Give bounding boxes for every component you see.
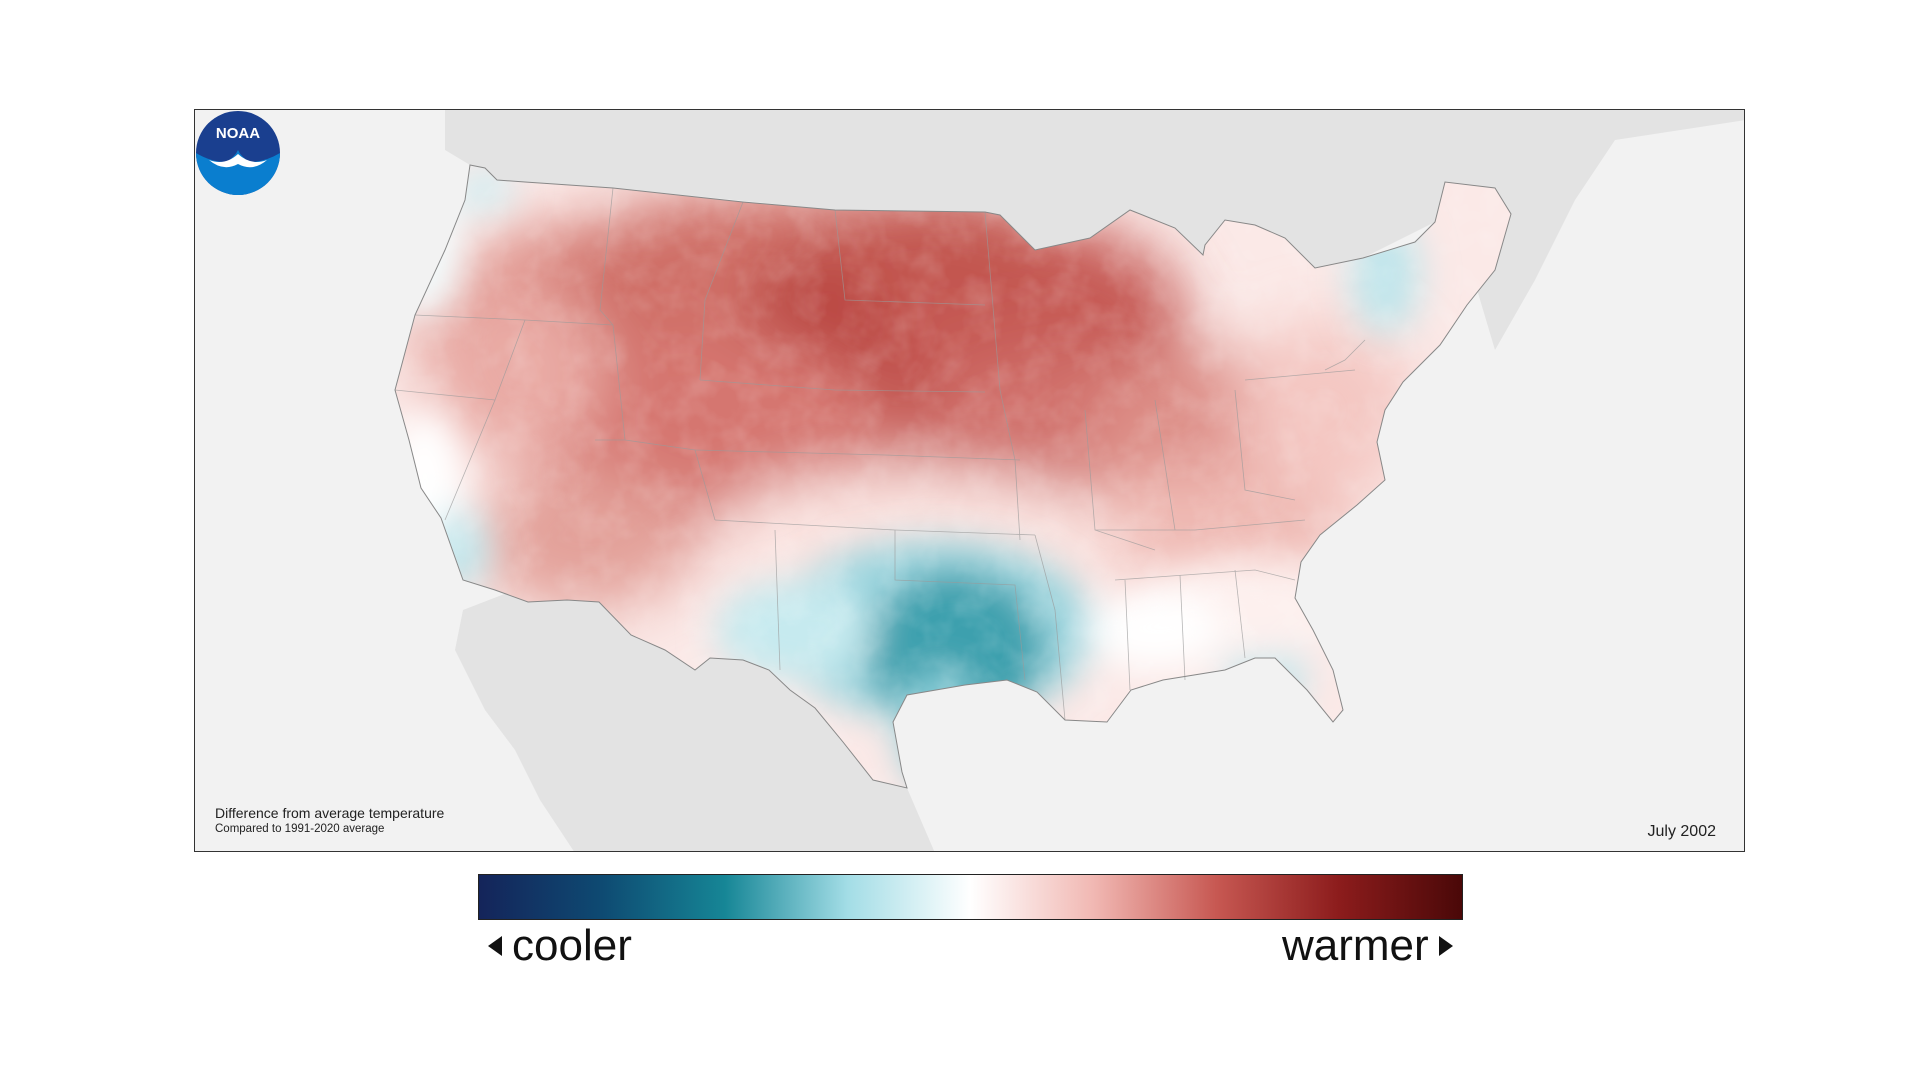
caption-subtitle: Compared to 1991-2020 average [215,823,385,835]
map-frame: Difference from average temperature Comp… [194,109,1745,852]
surrounding-land [445,110,1744,851]
arrow-left-icon [488,936,502,956]
noaa-logo-text: NOAA [216,125,260,142]
caption-title: Difference from average temperature [215,805,445,821]
map-date: July 2002 [1647,823,1717,840]
color-scale-bar [478,874,1463,920]
noaa-logo-icon: NOAA [196,111,280,195]
legend-high-label: warmer [1282,921,1429,970]
arrow-right-icon [1438,936,1453,956]
legend-warmer: warmer [1282,918,1453,974]
state-borders [394,187,1366,721]
legend-low-label: cooler [512,921,632,970]
us-outline [394,164,1512,789]
map-caption: Difference from average temperature Comp… [215,804,444,837]
legend-cooler: cooler [488,918,632,974]
anomaly-map [394,110,1744,851]
